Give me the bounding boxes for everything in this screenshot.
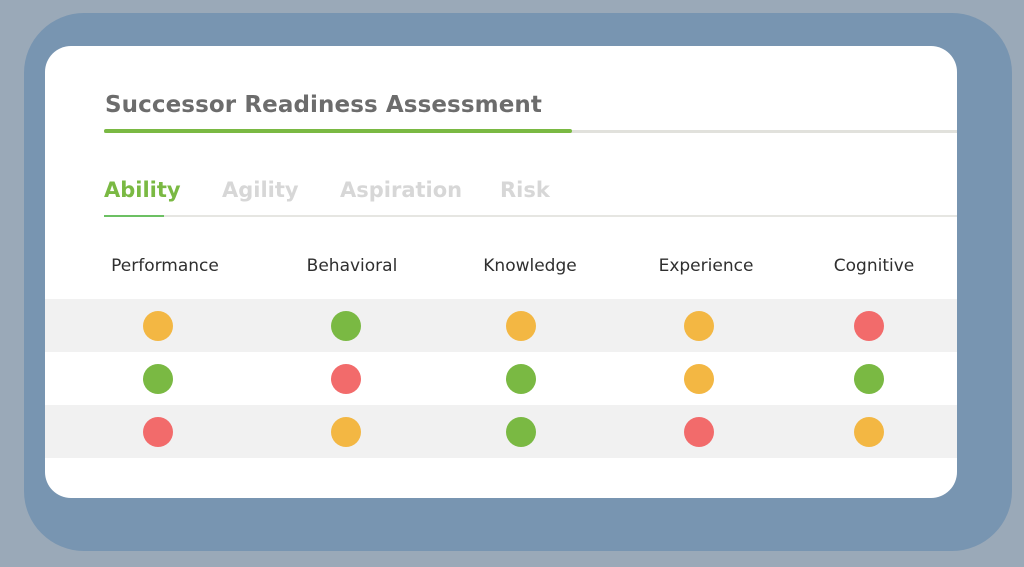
tab-risk[interactable]: Risk	[500, 178, 550, 202]
status-dot-red	[854, 311, 884, 341]
column-performance: Performance	[111, 256, 219, 276]
status-dot-green	[506, 417, 536, 447]
status-dot-green	[331, 311, 361, 341]
status-dot-amber	[506, 311, 536, 341]
tab-aspiration[interactable]: Aspiration	[340, 178, 463, 202]
tab-active-indicator	[104, 215, 164, 217]
table-row	[45, 299, 957, 352]
status-dot-amber	[684, 311, 714, 341]
tab-agility[interactable]: Agility	[222, 178, 299, 202]
column-behavioral: Behavioral	[306, 256, 398, 276]
tab-underline-track	[104, 215, 957, 217]
status-dot-amber	[143, 311, 173, 341]
table-row	[45, 352, 957, 405]
status-dot-green	[506, 364, 536, 394]
status-dot-red	[143, 417, 173, 447]
status-dot-green	[143, 364, 173, 394]
status-dot-amber	[854, 417, 884, 447]
tab-bar: Ability Agility Aspiration Risk	[104, 178, 957, 218]
status-dot-amber	[684, 364, 714, 394]
column-knowledge: Knowledge	[483, 256, 577, 276]
page-title: Successor Readiness Assessment	[105, 92, 542, 118]
column-cognitive: Cognitive	[833, 256, 915, 276]
status-dot-red	[331, 364, 361, 394]
column-experience: Experience	[658, 256, 754, 276]
title-progress-fill	[104, 129, 572, 133]
assessment-card: Successor Readiness Assessment Ability A…	[45, 46, 957, 498]
table-header: Performance Behavioral Knowledge Experie…	[45, 256, 957, 282]
table-row	[45, 405, 957, 458]
status-dot-green	[854, 364, 884, 394]
status-dot-red	[684, 417, 714, 447]
tab-ability[interactable]: Ability	[104, 178, 181, 202]
status-dot-amber	[331, 417, 361, 447]
